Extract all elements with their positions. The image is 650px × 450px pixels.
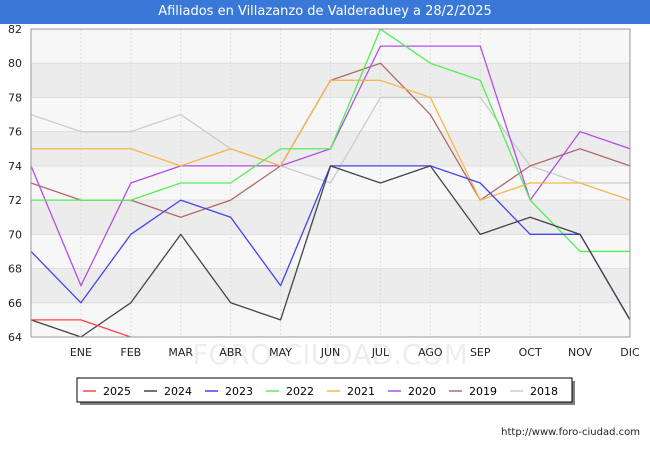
y-tick-label: 74	[8, 160, 22, 173]
y-tick-label: 82	[8, 23, 22, 36]
x-tick-label: NOV	[568, 346, 593, 359]
legend-label-2025: 2025	[103, 385, 131, 398]
chart-title: Afiliados en Villazanzo de Valderaduey a…	[0, 0, 650, 24]
x-tick-label: FEB	[120, 346, 141, 359]
plot-band	[31, 302, 630, 337]
x-axis: ENE FEB MAR ABR MAY JUN JUL AGO SEP OCT NOV DIC	[70, 346, 640, 359]
legend-box	[76, 377, 573, 403]
y-axis: 64 66 68 70 72 74 76 78 80 82	[8, 23, 22, 344]
x-tick-label: MAY	[269, 346, 292, 359]
plot-band	[31, 234, 630, 269]
series-line-2024	[30, 165, 631, 338]
x-tick-label: ABR	[219, 346, 242, 359]
series-lines	[30, 28, 631, 338]
x-tick-label: JUN	[320, 346, 341, 359]
x-tick-label: MAR	[168, 346, 193, 359]
y-tick-label: 66	[8, 297, 22, 310]
legend-label-2022: 2022	[286, 385, 314, 398]
y-tick-label: 64	[8, 331, 22, 344]
y-tick-label: 72	[8, 194, 22, 207]
x-tick-label: DIC	[620, 346, 640, 359]
series-line-2025	[31, 319, 132, 338]
legend-label-2018: 2018	[530, 385, 558, 398]
x-tick-label: JUL	[371, 346, 390, 359]
x-tick-label: AGO	[418, 346, 443, 359]
legend-label-2020: 2020	[408, 385, 436, 398]
series-line-2021	[31, 79, 631, 201]
y-tick-label: 70	[8, 228, 22, 241]
plot-border	[30, 28, 631, 338]
legend-label-2019: 2019	[469, 385, 497, 398]
x-tick-label: OCT	[519, 346, 542, 359]
series-line-2022	[31, 28, 630, 253]
y-tick-label: 78	[8, 91, 22, 104]
y-tick-label: 68	[8, 263, 22, 276]
legend-label-2021: 2021	[347, 385, 375, 398]
y-tick-label: 80	[8, 57, 22, 70]
y-tick-label: 76	[8, 126, 22, 139]
watermark: FORO-CIUDAD.COM	[192, 338, 467, 371]
source-url: http://www.foro-ciudad.com	[501, 427, 640, 438]
x-tick-label: ENE	[70, 346, 92, 359]
x-tick-label: SEP	[470, 346, 491, 359]
legend: 2025 2024 2023 2022 2021 2020 2019 2018	[76, 377, 575, 405]
legend-label-2023: 2023	[225, 385, 253, 398]
legend-label-2024: 2024	[164, 385, 192, 398]
